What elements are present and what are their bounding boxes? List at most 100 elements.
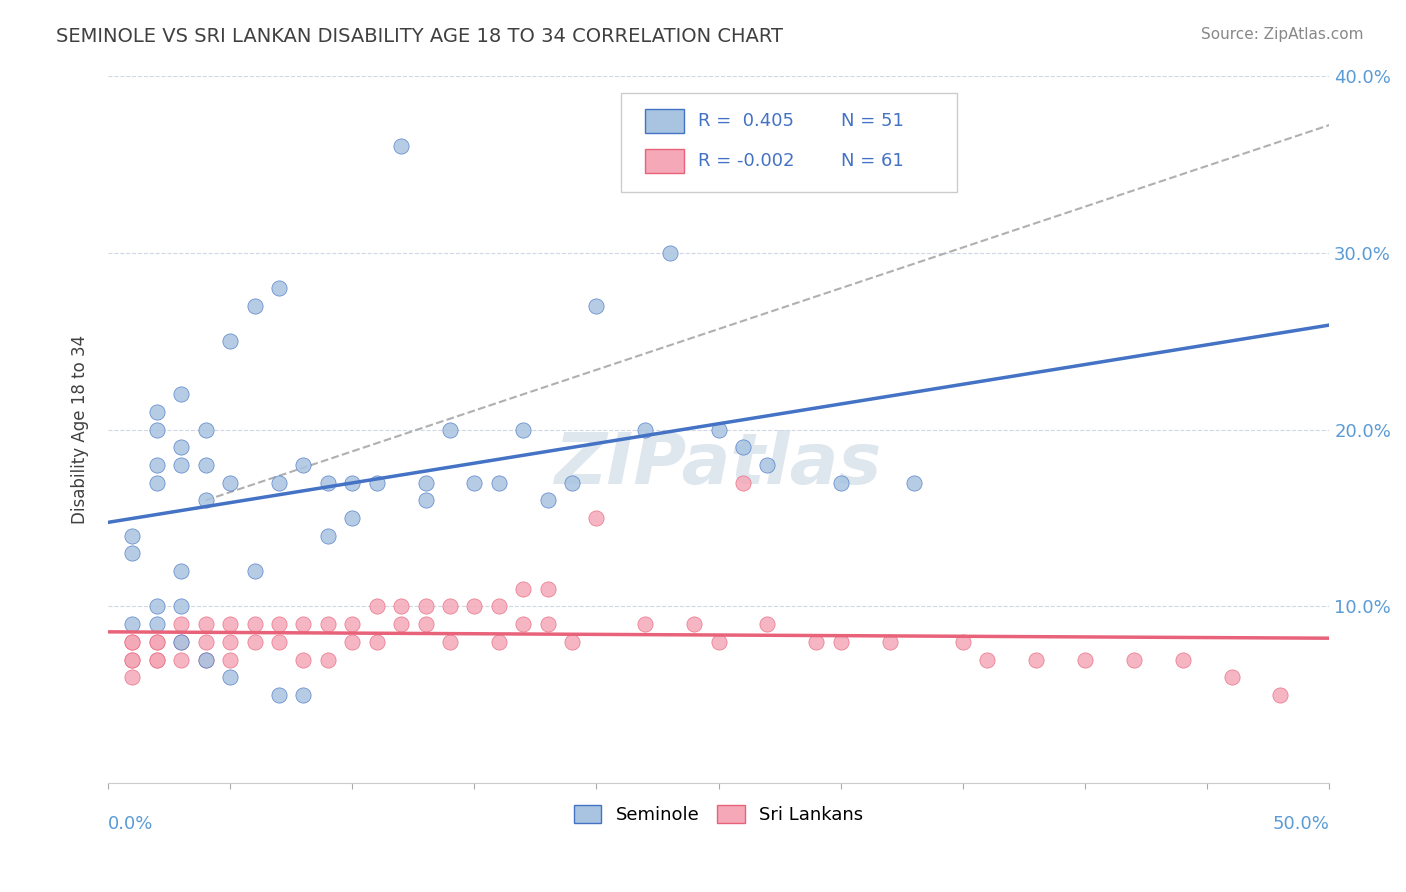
Point [830, 635, 852, 649]
Point [194, 635, 217, 649]
Point [121, 652, 143, 666]
Point [170, 599, 193, 614]
Point [146, 652, 169, 666]
Point [415, 493, 437, 508]
Point [121, 652, 143, 666]
Point [170, 564, 193, 578]
Point [683, 617, 706, 632]
Point [488, 599, 510, 614]
Point [634, 617, 657, 632]
Text: N = 61: N = 61 [841, 153, 904, 170]
Point [219, 670, 242, 684]
Point [537, 617, 560, 632]
Text: ZIPatlas: ZIPatlas [555, 431, 883, 500]
Text: 0.0%: 0.0% [108, 815, 153, 833]
Point [146, 635, 169, 649]
Point [146, 635, 169, 649]
Point [121, 546, 143, 560]
Point [512, 617, 534, 632]
Point [1025, 652, 1047, 666]
Point [415, 617, 437, 632]
Point [439, 423, 461, 437]
Point [146, 405, 169, 419]
Point [243, 635, 266, 649]
Point [342, 617, 364, 632]
Point [292, 688, 315, 702]
Point [194, 423, 217, 437]
Point [316, 652, 339, 666]
Point [219, 617, 242, 632]
Point [219, 334, 242, 348]
Text: R = -0.002: R = -0.002 [697, 153, 794, 170]
Text: N = 51: N = 51 [841, 112, 904, 130]
Point [267, 635, 290, 649]
Point [267, 617, 290, 632]
Point [267, 281, 290, 295]
FancyBboxPatch shape [621, 94, 956, 193]
Point [170, 440, 193, 454]
Point [121, 529, 143, 543]
Point [512, 423, 534, 437]
Point [267, 475, 290, 490]
Point [707, 423, 730, 437]
Text: R =  0.405: R = 0.405 [697, 112, 794, 130]
Point [219, 652, 242, 666]
Point [121, 635, 143, 649]
Point [756, 458, 779, 472]
Point [170, 387, 193, 401]
Point [830, 475, 852, 490]
Point [1171, 652, 1194, 666]
Point [731, 440, 754, 454]
Point [415, 599, 437, 614]
Point [219, 475, 242, 490]
Point [366, 475, 388, 490]
Point [170, 635, 193, 649]
Point [1270, 688, 1292, 702]
Point [389, 139, 412, 153]
Point [316, 529, 339, 543]
Point [537, 493, 560, 508]
Point [463, 599, 485, 614]
Point [756, 617, 779, 632]
Point [146, 458, 169, 472]
Point [316, 617, 339, 632]
Point [243, 564, 266, 578]
Point [806, 635, 828, 649]
Point [1122, 652, 1144, 666]
Point [121, 635, 143, 649]
Point [146, 475, 169, 490]
Point [389, 617, 412, 632]
Point [146, 599, 169, 614]
Point [952, 635, 974, 649]
Legend: Seminole, Sri Lankans: Seminole, Sri Lankans [567, 797, 870, 831]
Point [121, 617, 143, 632]
Point [415, 475, 437, 490]
Y-axis label: Disability Age 18 to 34: Disability Age 18 to 34 [72, 334, 89, 524]
Point [243, 299, 266, 313]
Point [634, 423, 657, 437]
Point [194, 652, 217, 666]
Point [194, 493, 217, 508]
Point [976, 652, 998, 666]
FancyBboxPatch shape [645, 109, 685, 133]
Point [512, 582, 534, 596]
Text: 50.0%: 50.0% [1272, 815, 1329, 833]
Point [366, 635, 388, 649]
Point [121, 670, 143, 684]
Point [658, 245, 681, 260]
Point [366, 599, 388, 614]
Point [463, 475, 485, 490]
Point [170, 652, 193, 666]
Point [194, 617, 217, 632]
Point [267, 688, 290, 702]
Point [342, 475, 364, 490]
Point [731, 475, 754, 490]
Point [488, 635, 510, 649]
Point [194, 458, 217, 472]
FancyBboxPatch shape [645, 149, 685, 173]
Text: SEMINOLE VS SRI LANKAN DISABILITY AGE 18 TO 34 CORRELATION CHART: SEMINOLE VS SRI LANKAN DISABILITY AGE 18… [56, 27, 783, 45]
Point [561, 635, 583, 649]
Point [707, 635, 730, 649]
Point [170, 635, 193, 649]
Point [585, 511, 607, 525]
